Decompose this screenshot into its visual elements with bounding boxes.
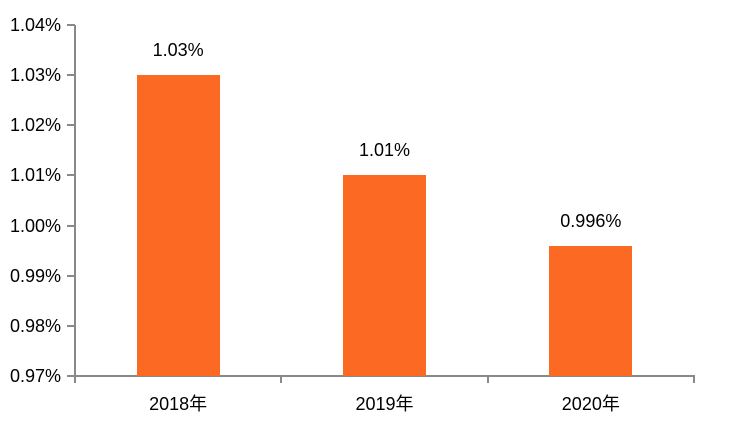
y-axis-tick-label: 0.99%: [9, 265, 61, 286]
x-axis-line: [75, 375, 695, 377]
x-axis-category-label: 2019年: [355, 394, 414, 414]
data-label: 1.01%: [358, 140, 411, 161]
y-axis-tick: [67, 74, 75, 77]
bar-2020: [549, 245, 633, 376]
y-axis-tick-label: 0.97%: [9, 366, 61, 386]
bar-2018: [136, 75, 220, 376]
data-label: 0.996%: [560, 210, 622, 231]
y-axis-tick-label: 1.03%: [9, 65, 61, 86]
y-axis-tick-label: 1.00%: [9, 215, 61, 236]
y-axis-tick-label: 1.01%: [9, 165, 61, 186]
data-label: 1.03%: [152, 40, 204, 61]
x-axis-tick: [74, 376, 76, 383]
x-axis-tick: [280, 376, 283, 383]
y-axis-tick: [67, 224, 75, 227]
x-axis-tick: [486, 376, 489, 383]
x-axis-category-label: 2020年: [561, 394, 620, 414]
y-axis-tick: [67, 174, 75, 177]
y-axis-tick-label: 0.98%: [9, 315, 61, 336]
y-axis-tick-label: 1.02%: [9, 115, 61, 136]
y-axis-line: [74, 25, 76, 383]
y-axis-tick: [67, 324, 75, 327]
x-axis-category-label: 2018年: [149, 394, 208, 414]
y-axis-tick: [67, 375, 75, 377]
y-axis-tick: [67, 24, 75, 26]
y-axis-tick-label: 1.04%: [9, 15, 61, 35]
y-axis-tick: [67, 124, 75, 127]
bar-2019: [343, 175, 426, 376]
y-axis-tick: [67, 274, 75, 277]
x-axis-tick: [693, 376, 695, 383]
